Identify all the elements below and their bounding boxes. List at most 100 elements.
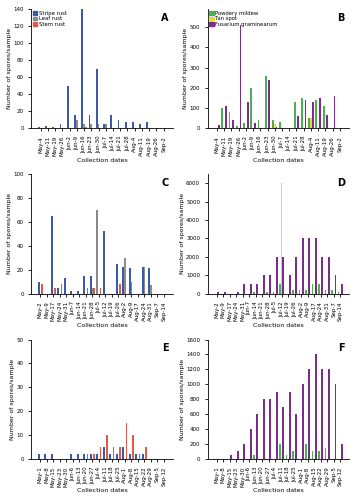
Bar — [328, 257, 330, 294]
Bar — [229, 112, 230, 128]
Bar — [292, 452, 294, 459]
Bar — [272, 120, 274, 128]
Bar — [136, 454, 137, 459]
Bar — [302, 238, 304, 294]
Bar — [38, 454, 40, 459]
Text: C: C — [161, 178, 168, 188]
Bar — [265, 76, 267, 128]
Bar — [318, 452, 320, 459]
Bar — [312, 102, 314, 128]
Bar — [236, 126, 238, 128]
Bar — [85, 126, 87, 128]
Bar — [93, 454, 95, 459]
Bar — [312, 452, 313, 459]
Bar — [93, 288, 95, 294]
Bar — [51, 454, 53, 459]
Bar — [100, 447, 101, 459]
Bar — [334, 96, 335, 128]
Bar — [315, 100, 317, 128]
Bar — [294, 102, 295, 128]
X-axis label: Collection dates: Collection dates — [77, 488, 127, 493]
Bar — [83, 124, 85, 128]
Bar — [250, 88, 252, 128]
Bar — [335, 384, 336, 459]
Bar — [106, 435, 108, 459]
Bar — [103, 232, 105, 294]
Bar — [129, 454, 131, 459]
Bar — [132, 122, 134, 128]
Bar — [309, 238, 310, 294]
Y-axis label: Number of spores/sample: Number of spores/sample — [183, 28, 188, 109]
Y-axis label: Number of spores/sample: Number of spores/sample — [7, 194, 12, 274]
X-axis label: Collection dates: Collection dates — [253, 323, 304, 328]
Bar — [225, 106, 227, 128]
Bar — [230, 455, 232, 459]
Bar — [90, 276, 91, 293]
Bar — [281, 184, 282, 294]
Text: A: A — [161, 12, 168, 22]
Bar — [83, 454, 85, 459]
Bar — [269, 399, 271, 459]
Bar — [315, 354, 316, 459]
Bar — [132, 435, 134, 459]
X-axis label: Collection dates: Collection dates — [253, 158, 304, 162]
Bar — [38, 282, 40, 294]
Bar — [305, 290, 307, 294]
Bar — [276, 392, 278, 459]
Bar — [250, 284, 252, 294]
Bar — [87, 454, 88, 459]
Bar — [243, 123, 245, 128]
Bar — [116, 454, 117, 459]
Bar — [119, 284, 121, 294]
Bar — [70, 454, 72, 459]
Bar — [110, 116, 112, 128]
Bar — [81, 0, 83, 128]
Bar — [323, 106, 325, 128]
Bar — [276, 257, 278, 294]
Y-axis label: Number of spores/sample: Number of spores/sample — [10, 358, 15, 440]
Bar — [103, 124, 105, 128]
Bar — [282, 406, 284, 459]
Bar — [44, 454, 46, 459]
Bar — [145, 447, 147, 459]
Bar — [76, 120, 78, 128]
Bar — [124, 258, 126, 294]
Bar — [325, 290, 326, 294]
Bar — [318, 284, 320, 294]
Legend: Stripe rust, Leaf rust, Stem rust: Stripe rust, Leaf rust, Stem rust — [32, 10, 67, 28]
Bar — [90, 124, 92, 128]
Bar — [286, 455, 287, 459]
Bar — [315, 238, 316, 294]
Bar — [41, 284, 43, 294]
Bar — [295, 257, 297, 294]
Bar — [305, 100, 307, 128]
Bar — [83, 276, 85, 293]
X-axis label: Collection dates: Collection dates — [253, 488, 304, 493]
Bar — [122, 268, 124, 293]
Bar — [279, 444, 281, 459]
Bar — [218, 125, 220, 128]
Bar — [268, 80, 270, 128]
Bar — [224, 292, 226, 294]
Bar — [341, 444, 342, 459]
Y-axis label: Number of spores/sample: Number of spores/sample — [180, 194, 185, 274]
Bar — [119, 447, 121, 459]
Bar — [266, 292, 268, 294]
Bar — [274, 124, 276, 128]
Bar — [297, 116, 299, 128]
Bar — [331, 290, 333, 294]
Bar — [100, 288, 101, 294]
Bar — [96, 68, 98, 128]
Bar — [139, 124, 141, 128]
Bar — [269, 275, 271, 293]
Bar — [263, 275, 265, 293]
Bar — [139, 454, 140, 459]
Bar — [258, 120, 260, 128]
Bar — [308, 118, 310, 128]
Bar — [282, 257, 284, 294]
Bar — [244, 444, 245, 459]
Bar — [116, 264, 117, 294]
Bar — [244, 284, 245, 294]
Bar — [96, 210, 98, 294]
Bar — [254, 123, 256, 128]
